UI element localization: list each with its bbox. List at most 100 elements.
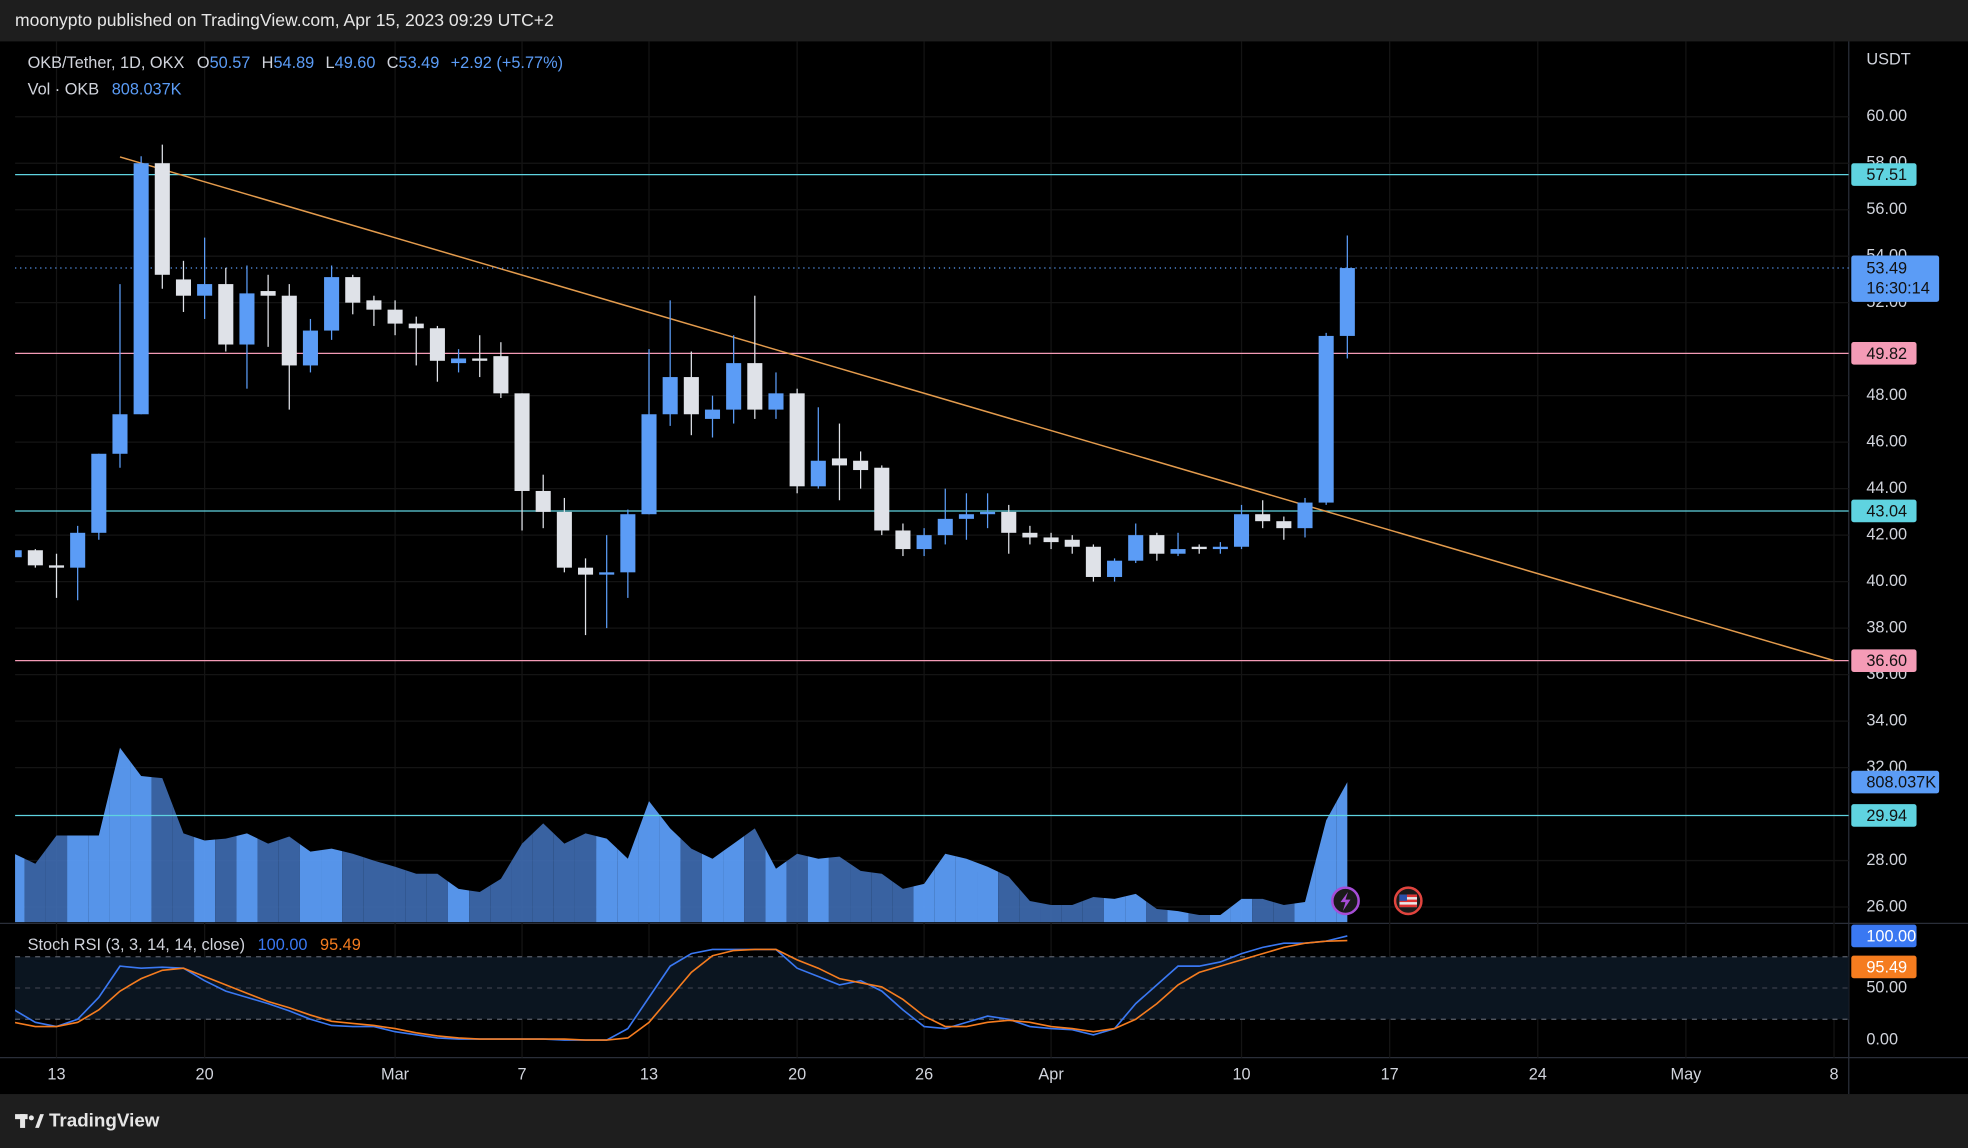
legend-key: O (197, 54, 210, 72)
volume-area (490, 861, 512, 923)
flag-icon[interactable] (1393, 886, 1423, 916)
volume-area (871, 872, 893, 923)
stoch-legend: Stoch RSI (3, 3, 14, 14, close) 100.00 95.… (28, 936, 361, 954)
stoch-k-value: 100.00 (258, 936, 308, 954)
volume-area (1061, 901, 1083, 923)
volume-area (1103, 896, 1126, 923)
candle-body (451, 358, 467, 364)
icon-glyph[interactable] (1399, 894, 1407, 901)
level-badge (1851, 163, 1917, 186)
volume-area (447, 881, 470, 923)
countdown: 16:30:14 (1866, 280, 1929, 298)
stoch-line (15, 939, 1348, 1041)
stoch-badge-label: 100.00 (1866, 927, 1916, 945)
candle-body (747, 363, 763, 410)
icon-glyph[interactable] (1340, 892, 1351, 911)
level-badge (1851, 804, 1917, 827)
candle-body (408, 323, 424, 329)
icon-glyph[interactable] (1399, 894, 1418, 898)
ohlc-legend: OKB/Tether, 1D, OKX O50.57 H54.89 L49.60 C53… (28, 54, 563, 72)
candle-body (853, 460, 869, 471)
candle-body (1064, 539, 1080, 547)
currency: USDT (1866, 51, 1910, 69)
volume-area (617, 829, 639, 923)
candle-body (91, 453, 107, 533)
volume-area (1125, 893, 1147, 923)
level-badge (1851, 649, 1917, 672)
y-tick-label: 48.00 (1866, 386, 1907, 404)
candle-body (726, 363, 742, 410)
volume-area (1146, 901, 1168, 923)
icon-glyph[interactable] (1399, 899, 1418, 903)
stoch-line (15, 935, 1348, 1041)
candle-body (345, 277, 361, 303)
candle-body (1339, 268, 1355, 336)
volume-area (257, 838, 279, 923)
level-label: 43.04 (1866, 503, 1907, 521)
level-badge (1851, 499, 1917, 523)
candle-body (1149, 535, 1165, 554)
candles-layer (15, 144, 1355, 636)
symbol: OKB/Tether, 1D, OKX (28, 54, 185, 72)
candle-body (1297, 502, 1313, 529)
candle-body (535, 490, 551, 512)
candle-body (514, 393, 530, 491)
candle-body (324, 277, 340, 331)
x-tick-label: 10 (1232, 1066, 1250, 1084)
volume-area (1209, 906, 1231, 923)
candle-body (48, 565, 65, 568)
icon-glyph[interactable] (1399, 904, 1418, 908)
lightning-icon[interactable] (1331, 886, 1360, 916)
x-tick-label: 20 (788, 1066, 806, 1084)
y-tick-label: 60.00 (1866, 107, 1907, 125)
volume-area (1188, 913, 1210, 923)
candle-body (429, 328, 445, 361)
y-tick-label: 40.00 (1866, 572, 1907, 590)
candle-body (1170, 549, 1186, 554)
y-tick-label: 56.00 (1866, 200, 1907, 218)
candle-body (387, 309, 403, 324)
candle-body (1318, 335, 1334, 503)
volume-name: Vol · OKB (28, 81, 100, 99)
candle-body (197, 284, 213, 296)
candle-body (1128, 535, 1144, 561)
candle-body (1001, 511, 1017, 533)
volume-area (278, 836, 300, 923)
volume-area (744, 828, 766, 923)
volume-area (405, 870, 427, 923)
axis-layer: 26.0028.0032.0034.0036.0038.0040.0042.00… (47, 107, 1940, 1084)
volume-area (321, 848, 343, 923)
volume-area (299, 844, 322, 923)
stoch-badge (1851, 955, 1917, 979)
candle-body (556, 511, 572, 568)
stoch-layer (15, 935, 1348, 1041)
level-label: 29.94 (1866, 807, 1907, 825)
x-tick-label: 13 (640, 1066, 658, 1084)
candle-body (958, 514, 974, 519)
candle-body (916, 535, 932, 550)
candle-body (810, 460, 826, 487)
candle-body (366, 300, 382, 310)
volume-area (934, 853, 956, 923)
volume-area (1252, 898, 1274, 923)
candle-body (281, 295, 297, 366)
trendline (119, 156, 1835, 662)
volume-area (977, 862, 999, 923)
logo-part (28, 1115, 34, 1121)
last-price-label: 53.49 (1866, 260, 1907, 278)
stoch-badge-label: 95.49 (1866, 959, 1907, 977)
candle-body (662, 377, 678, 415)
y-tick-label: 38.00 (1866, 618, 1907, 636)
candle-body (27, 550, 43, 566)
volume-area (828, 856, 851, 923)
volume-area (680, 838, 702, 923)
volume-badge-label: 808.037K (1866, 774, 1936, 792)
level-label: 49.82 (1866, 345, 1907, 363)
y-tick-label: 26.00 (1866, 897, 1907, 915)
volume-badge (1851, 770, 1940, 794)
legend-value: 50.57 (210, 54, 251, 72)
volume-area (998, 871, 1020, 923)
volume-area (638, 801, 660, 923)
volume-area (172, 805, 195, 923)
volume-area (955, 856, 978, 923)
